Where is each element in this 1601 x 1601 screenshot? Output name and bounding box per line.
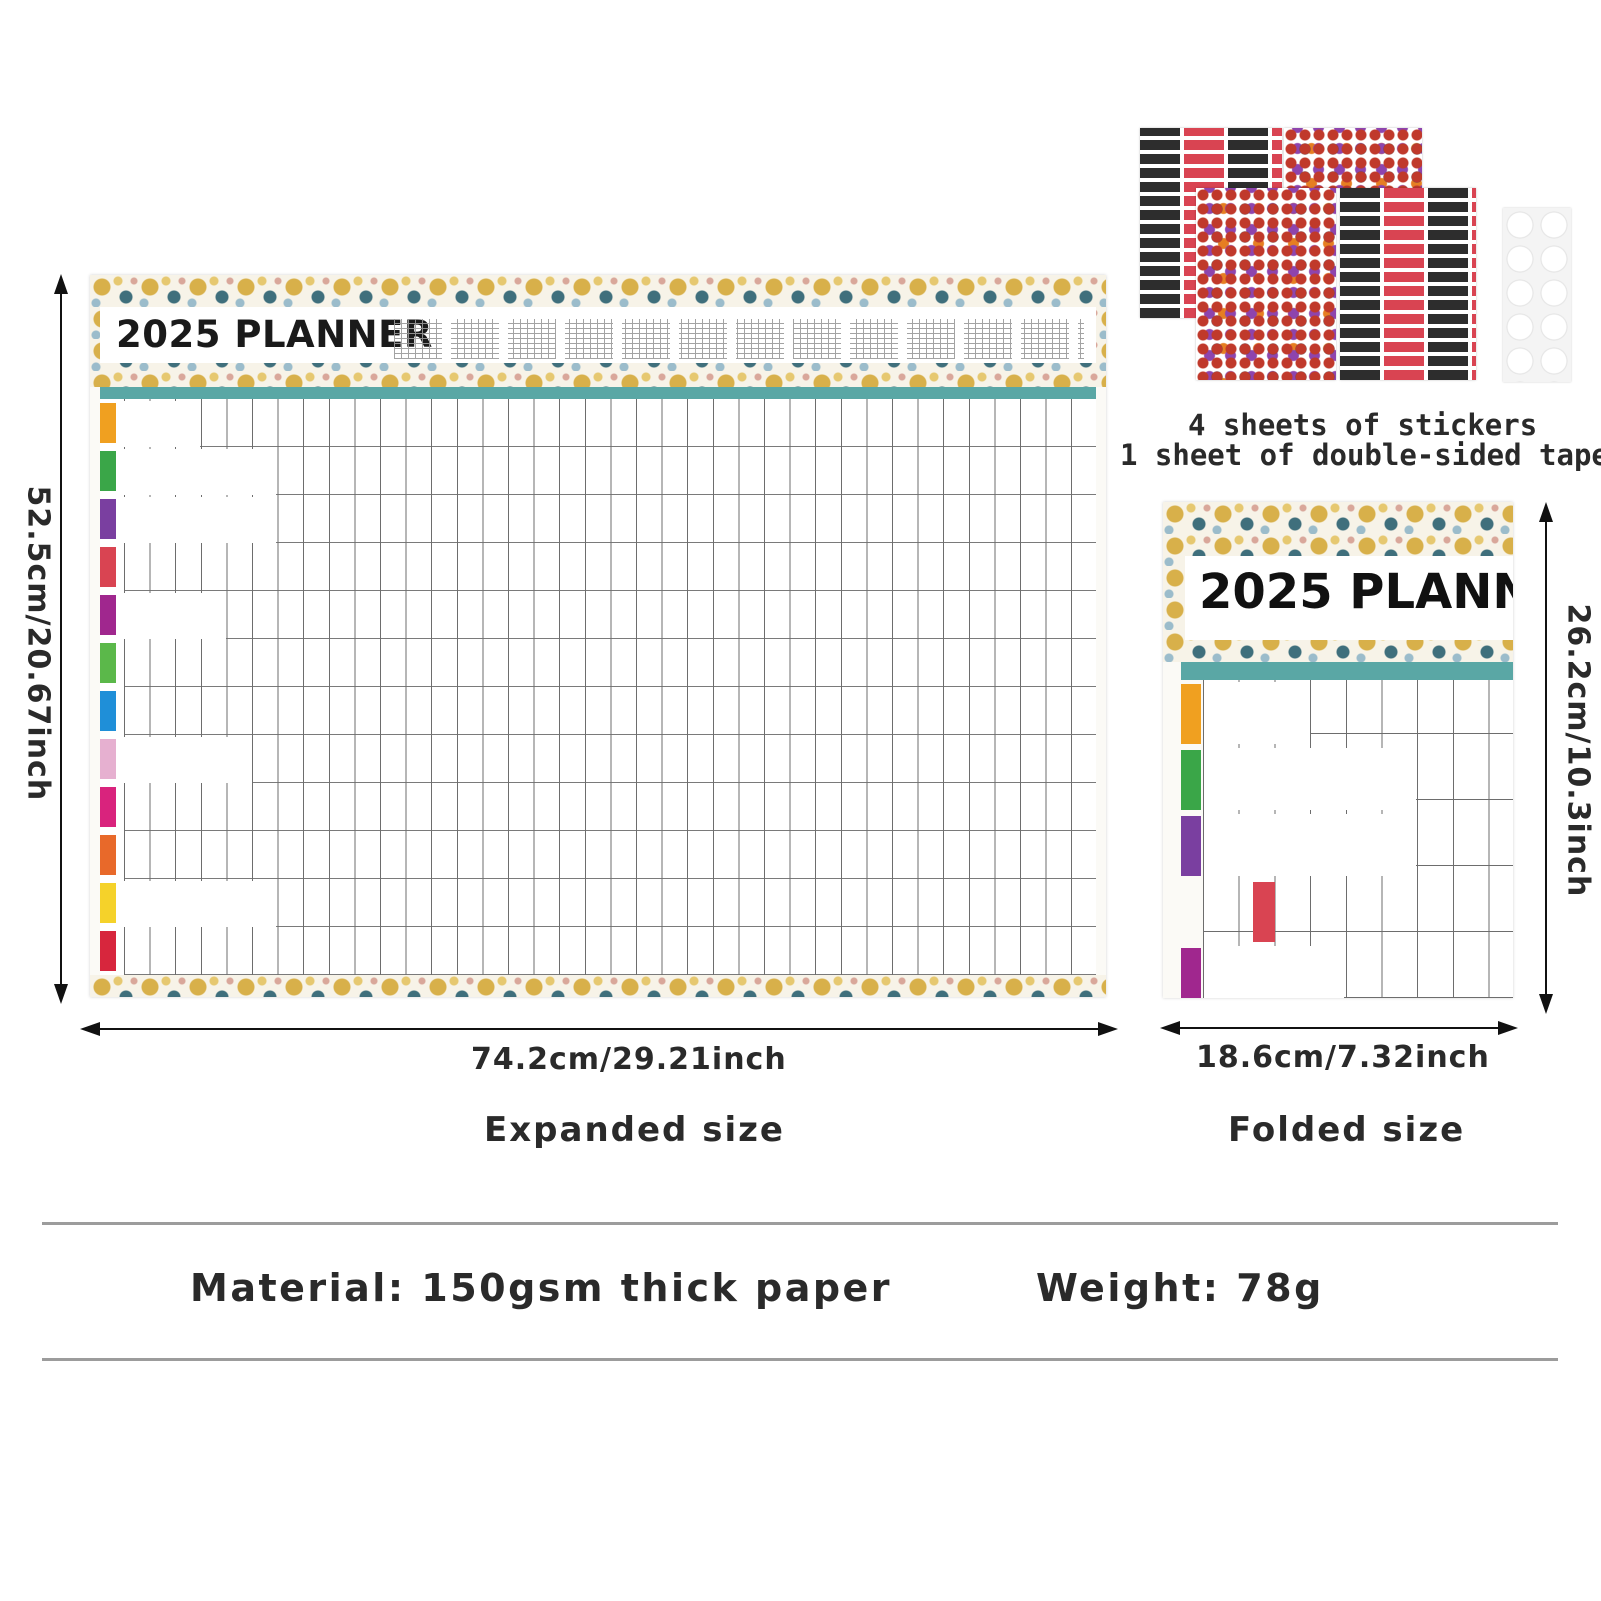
blank-cells [1204,814,1416,876]
folded-width-arrow-line [1172,1027,1504,1029]
material-spec: Material: 150gsm thick paper [190,1266,893,1310]
planner-title: 2025 PLANNER [116,313,433,356]
month-tab [100,643,116,683]
double-sided-tape-sheet [1503,208,1571,382]
expanded-height-arrow-line [60,286,62,986]
weight-spec: Weight: 78g [1036,1266,1324,1310]
floral-bottom-border [90,975,1106,997]
month-tab [100,883,116,923]
arrowhead-down [54,984,68,1004]
folded-size-caption: Folded size [1228,1110,1466,1150]
month-tab [100,691,116,731]
folded-planner-title: 2025 PLANNI [1199,564,1513,620]
arrowhead-up [54,274,68,294]
weekday-header-row [1181,662,1513,680]
month-tab [100,931,116,971]
arrowhead-up [1539,502,1553,522]
arrowhead-left [80,1022,100,1036]
stickers-line-1: 4 sheets of stickers [1188,408,1538,442]
month-tab-february [1181,750,1201,810]
folded-planner-image: 2025 PLANNI [1163,502,1513,998]
month-tab [100,403,116,443]
month-tab [100,835,116,875]
sticker-sheet-circles [1196,188,1336,380]
weekday-header-row [100,387,1096,399]
expanded-width-arrow-line [94,1028,1106,1030]
divider-bottom [42,1358,1558,1361]
blank-cells [124,593,226,639]
month-tab [100,739,116,779]
month-tab [100,787,116,827]
divider-top [42,1222,1558,1225]
month-tab [100,499,116,539]
folded-height-arrow-line [1545,516,1547,996]
blank-cells [124,737,252,783]
stickers-line-2: 1 sheet of double-sided tape [1120,438,1601,472]
expanded-height-label: 52.5cm/20.67inch [20,485,56,802]
month-tab-may [1181,948,1201,998]
blank-cells [124,497,276,543]
month-tab [100,595,116,635]
blank-cells [1204,748,1416,810]
sticker-sheet-labels [1340,188,1476,380]
year-grid [100,387,1096,975]
blank-cells [124,881,276,927]
mini-calendars-strip [394,319,1084,359]
month-tab [100,547,116,587]
arrowhead-right [1498,1021,1518,1035]
arrowhead-right [1098,1022,1118,1036]
title-band [1185,556,1513,640]
arrowhead-down [1539,994,1553,1014]
folded-height-label: 26.2cm/10.3inch [1560,603,1596,898]
sticker-sheet-circles-back [1284,128,1422,188]
month-tab-january [1181,684,1201,744]
month-tab-march [1181,816,1201,876]
arrowhead-left [1160,1021,1180,1035]
blank-cells [1204,946,1344,998]
expanded-planner-image: 2025 PLANNER [90,275,1106,997]
blank-cells [124,449,276,495]
expanded-size-caption: Expanded size [484,1110,785,1150]
month-tab [100,451,116,491]
month-tab-april [1253,882,1275,942]
folded-width-label: 18.6cm/7.32inch [1196,1040,1490,1075]
day-cells-grid [124,399,1096,975]
blank-cells [124,401,200,447]
blank-cells [1204,682,1310,744]
expanded-width-label: 74.2cm/29.21inch [471,1042,787,1077]
